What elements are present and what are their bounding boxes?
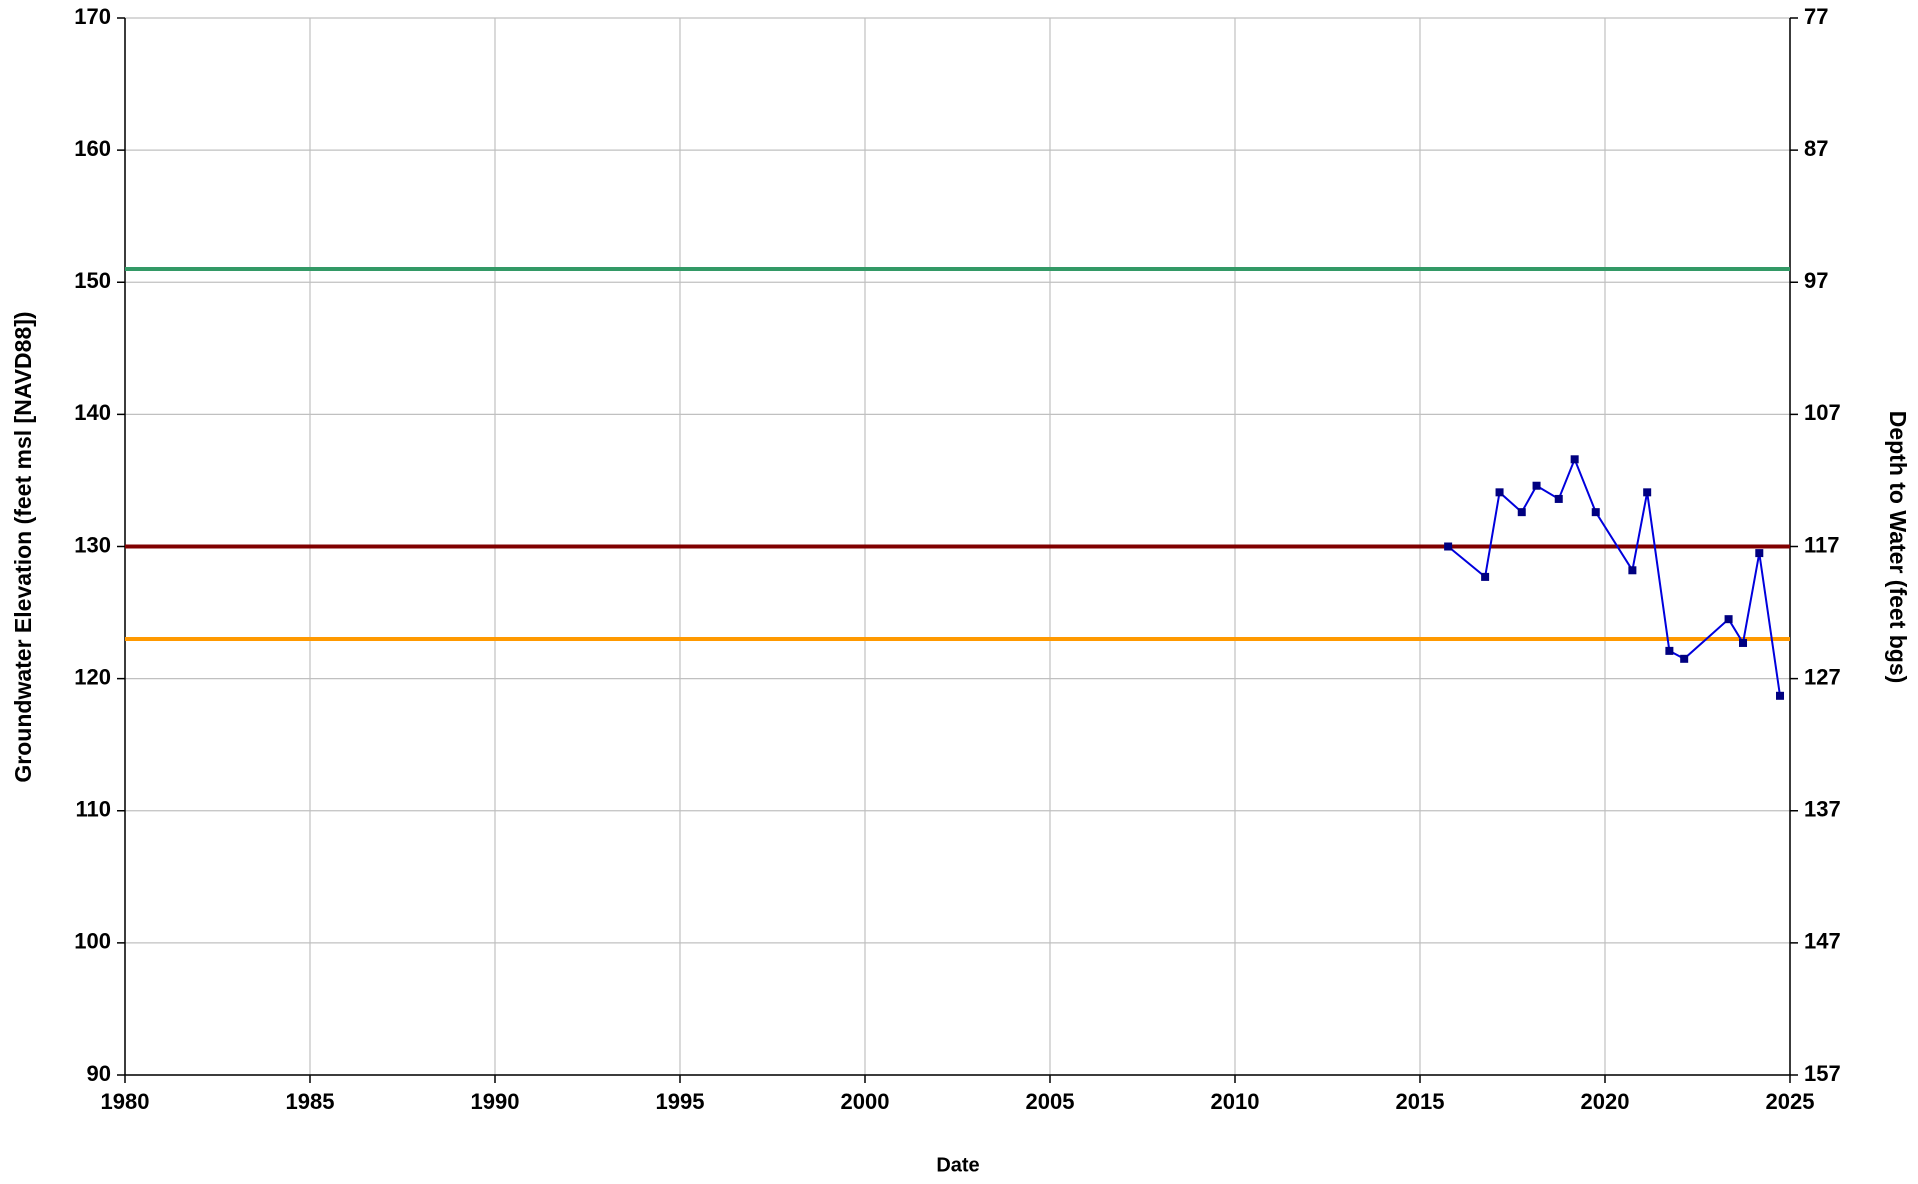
y2-tick-label: 87 xyxy=(1804,136,1828,161)
y2-tick-label: 157 xyxy=(1804,1061,1841,1086)
x-tick-label: 2010 xyxy=(1211,1089,1260,1114)
y-tick-label: 120 xyxy=(74,664,111,689)
data-point xyxy=(1776,691,1785,700)
data-point xyxy=(1517,508,1526,517)
data-point xyxy=(1495,488,1504,497)
y-tick-label: 130 xyxy=(74,532,111,557)
data-point xyxy=(1570,455,1579,464)
x-tick-label: 1980 xyxy=(101,1089,150,1114)
x-tick-label: 2025 xyxy=(1766,1089,1815,1114)
data-point xyxy=(1739,638,1748,647)
y2-axis-title: Depth to Water (feet bgs) xyxy=(1885,411,1911,684)
y-tick-label: 110 xyxy=(76,797,112,822)
data-line xyxy=(1447,456,1781,696)
y-axis-title: Groundwater Elevation (feet msl [NAVD88]… xyxy=(10,311,36,782)
x-tick-label: 2005 xyxy=(1026,1089,1075,1114)
data-point xyxy=(1481,572,1490,581)
data-point xyxy=(1755,549,1764,558)
data-point xyxy=(1643,488,1652,497)
data-point xyxy=(1532,481,1541,490)
y-tick-label: 90 xyxy=(87,1061,111,1086)
x-tick-label: 1985 xyxy=(286,1089,335,1114)
data-point xyxy=(1680,654,1689,663)
y2-tick-label: 107 xyxy=(1804,400,1841,425)
data-point xyxy=(1628,566,1637,575)
x-tick-label: 2000 xyxy=(841,1089,890,1114)
y2-tick-label: 147 xyxy=(1804,929,1841,954)
y2-tick-label: 127 xyxy=(1804,664,1841,689)
data-point xyxy=(1554,494,1563,503)
y2-tick-label: 137 xyxy=(1804,797,1841,822)
y-tick-label: 150 xyxy=(74,268,111,293)
y-tick-label: 160 xyxy=(74,136,111,161)
x-tick-label: 2020 xyxy=(1581,1089,1630,1114)
x-axis-title: Date xyxy=(936,1154,979,1176)
y-tick-label: 140 xyxy=(74,400,111,425)
y-tick-label: 170 xyxy=(74,4,111,29)
y2-tick-label: 97 xyxy=(1804,268,1828,293)
x-tick-label: 1995 xyxy=(656,1089,705,1114)
data-point xyxy=(1591,508,1600,517)
x-tick-label: 1990 xyxy=(471,1089,520,1114)
data-point xyxy=(1444,542,1453,551)
x-tick-label: 2015 xyxy=(1396,1089,1445,1114)
data-point xyxy=(1724,615,1733,624)
y2-tick-label: 117 xyxy=(1804,532,1840,557)
data-point xyxy=(1665,646,1674,655)
y2-tick-label: 77 xyxy=(1804,4,1828,29)
y-tick-label: 100 xyxy=(74,929,111,954)
